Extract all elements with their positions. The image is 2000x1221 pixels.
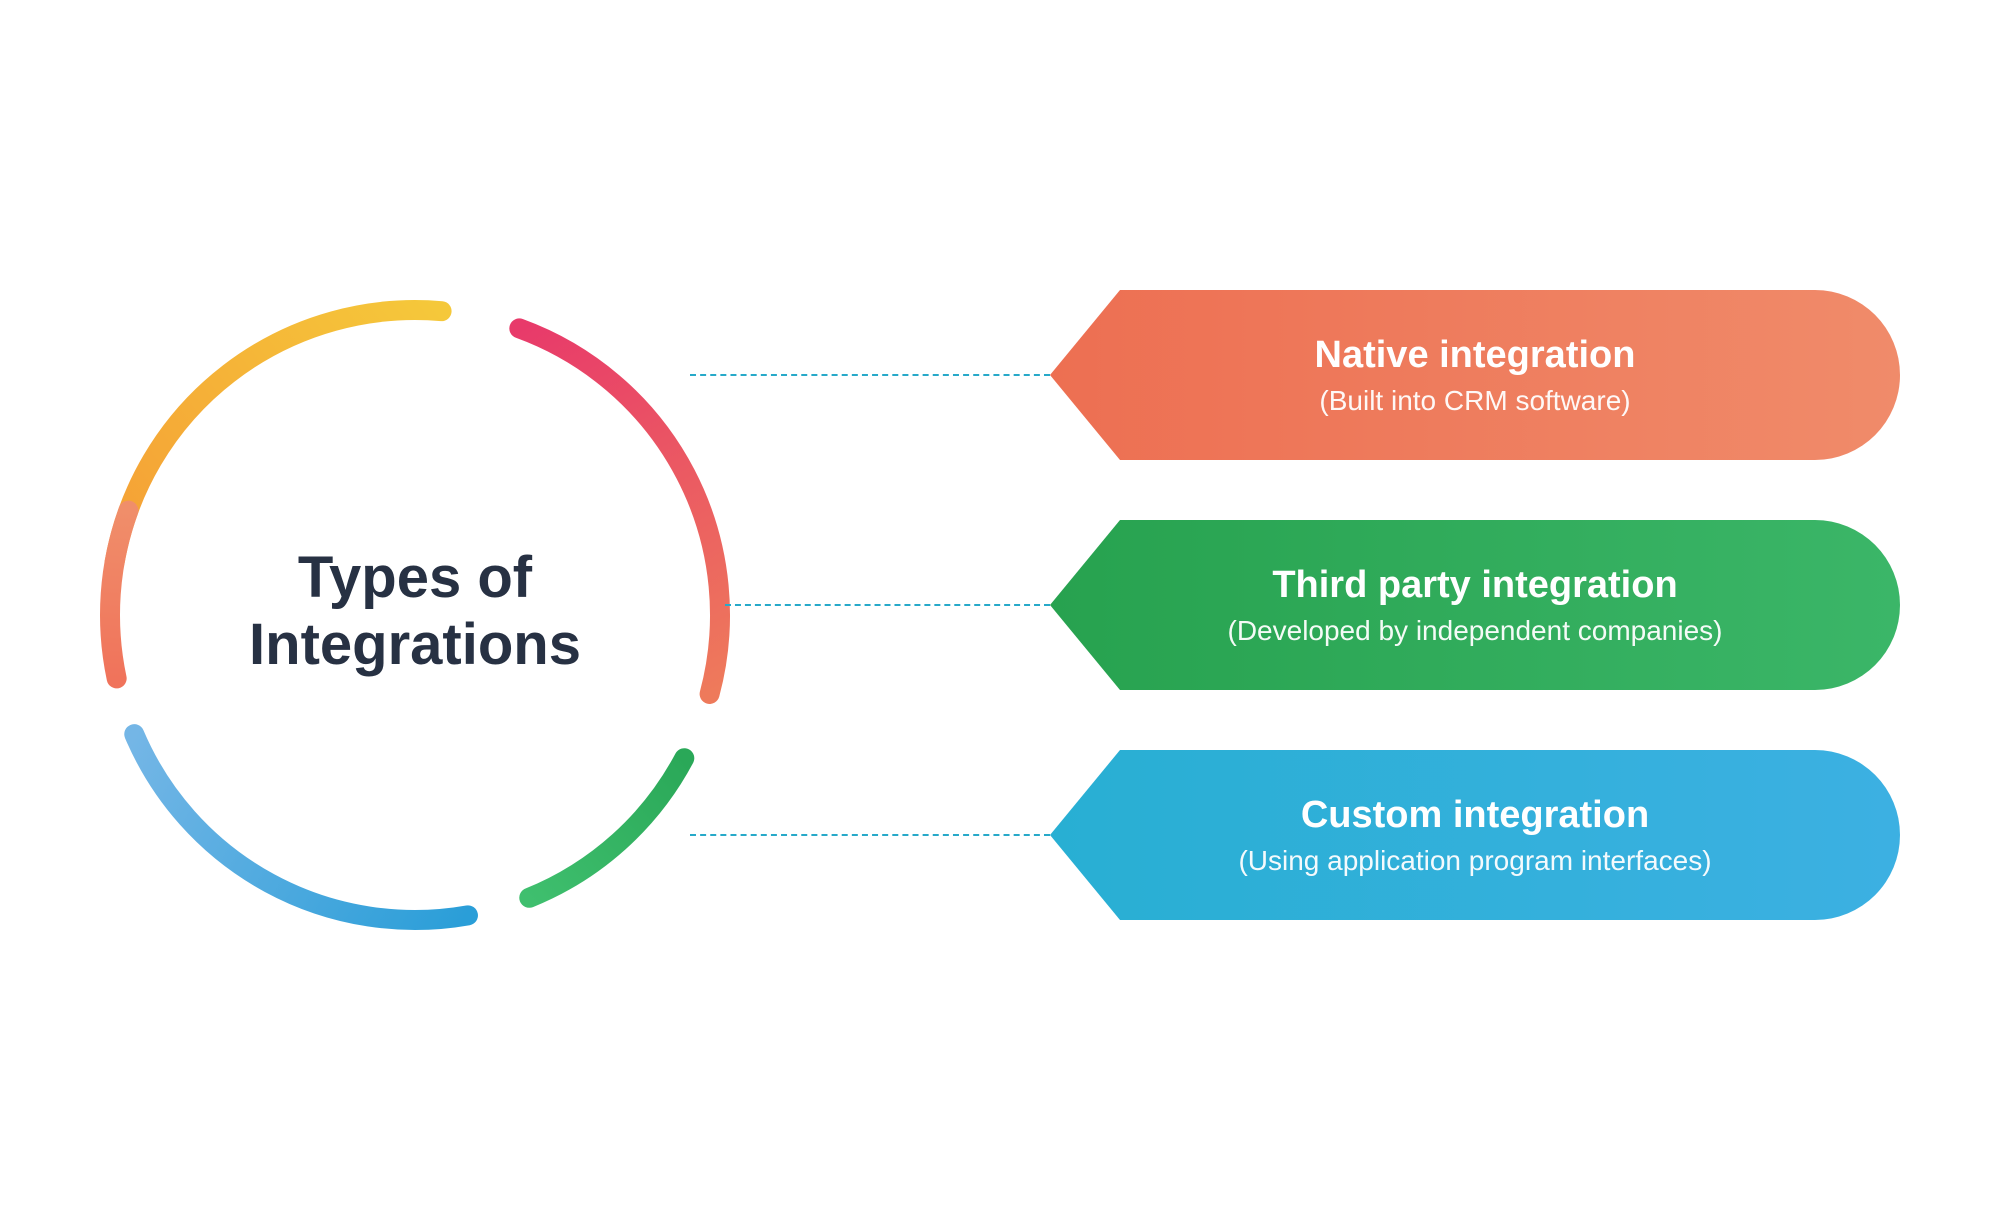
ring-arc xyxy=(134,734,468,920)
hub-title: Types of Integrations xyxy=(215,545,615,678)
ring-arc xyxy=(529,758,684,898)
integration-bar-title: Native integration xyxy=(1315,334,1636,377)
integration-bar: Custom integration (Using application pro… xyxy=(1050,750,1900,920)
diagram-stage: Types of Integrations Native integration… xyxy=(0,0,2000,1221)
connector-line xyxy=(690,834,1050,836)
integration-bar-subtitle: (Built into CRM software) xyxy=(1319,385,1630,417)
connector-line xyxy=(690,374,1050,376)
integration-bar-subtitle: (Using application program interfaces) xyxy=(1238,845,1711,877)
ring-arc xyxy=(110,511,128,679)
integration-bar-subtitle: (Developed by independent companies) xyxy=(1228,615,1723,647)
integration-bar: Third party integration (Developed by ind… xyxy=(1050,520,1900,690)
integration-bar: Native integration (Built into CRM softwa… xyxy=(1050,290,1900,460)
ring-arc xyxy=(115,310,442,562)
hub-title-line1: Types of xyxy=(298,545,532,610)
integration-bar-title: Custom integration xyxy=(1301,794,1649,837)
integration-bar-title: Third party integration xyxy=(1272,564,1677,607)
hub-title-line2: Integrations xyxy=(249,612,581,677)
connector-line xyxy=(725,604,1050,606)
